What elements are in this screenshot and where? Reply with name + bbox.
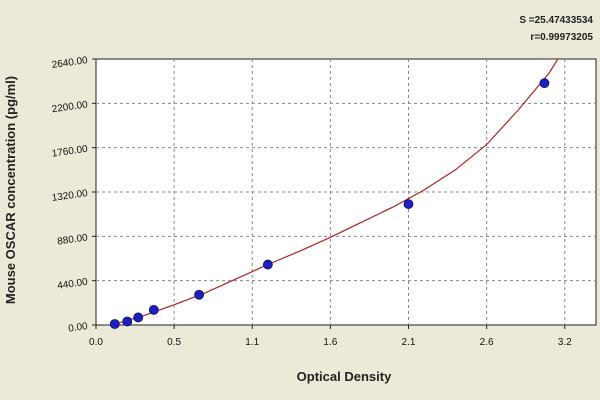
- data-point: [133, 312, 144, 323]
- data-point: [122, 316, 133, 327]
- data-point: [109, 319, 120, 329]
- x-tick-label: 3.2: [558, 337, 572, 348]
- x-tick-label: 1.6: [323, 337, 337, 348]
- x-tick-label: 2.1: [402, 337, 416, 348]
- fit-curve-layer: [111, 59, 559, 325]
- y-tick-label: 1760.00: [51, 144, 89, 160]
- data-point: [403, 199, 414, 209]
- r-statistic: r=0.99973205: [530, 32, 593, 43]
- x-tick-label: 0.5: [167, 337, 181, 348]
- y-tick-label: 440.00: [57, 277, 89, 292]
- data-point: [539, 78, 550, 89]
- gridlines: [96, 59, 596, 325]
- y-tick-label: 880.00: [57, 232, 89, 247]
- fit-curve: [111, 59, 559, 325]
- axis-ticks: 0.0 0.5 1.1 1.6 2.1 2.6 3.2 0.00 440.00 880.00 132…: [51, 55, 572, 348]
- s-statistic: S =25.47433534: [519, 15, 593, 26]
- data-points: [109, 78, 550, 329]
- y-tick-label: 2640.00: [51, 55, 89, 71]
- data-point: [262, 259, 273, 270]
- x-tick-label: 0.0: [89, 337, 103, 348]
- y-tick-label: 1320.00: [51, 188, 89, 204]
- x-tick-label: 2.6: [480, 337, 494, 348]
- y-tick-label: 0.00: [68, 321, 89, 335]
- y-axis-title: Mouse OSCAR concentration (pg/ml): [3, 76, 18, 304]
- data-point: [148, 304, 159, 315]
- y-tick-label: 2200.00: [51, 99, 89, 115]
- x-axis-title: Optical Density: [297, 369, 392, 384]
- data-point: [194, 289, 205, 300]
- x-tick-label: 1.1: [245, 337, 259, 348]
